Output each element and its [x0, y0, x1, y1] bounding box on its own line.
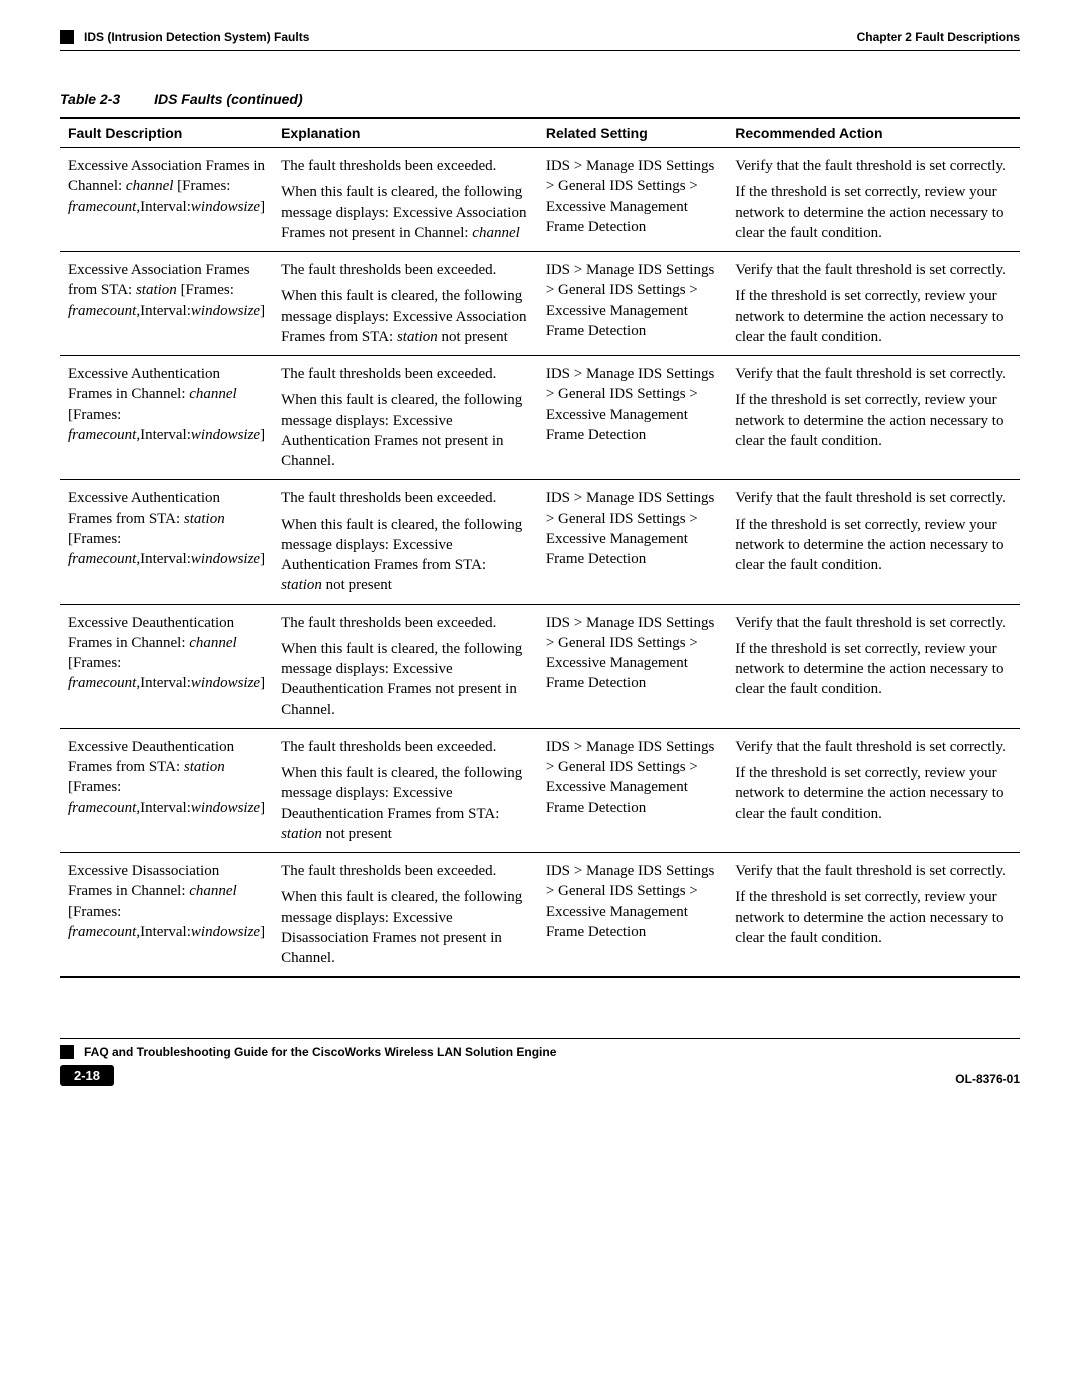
explanation-cell: The fault thresholds been exceeded. When …	[273, 252, 538, 356]
page-header: IDS (Intrusion Detection System) Faults …	[60, 30, 1020, 44]
explanation-cell: The fault thresholds been exceeded. When …	[273, 604, 538, 728]
recommended-p1: Verify that the fault threshold is set c…	[735, 737, 1012, 757]
table-row: Excessive Disassociation Frames in Chann…	[60, 853, 1020, 978]
explanation-p1: The fault thresholds been exceeded.	[281, 488, 530, 508]
explanation-p1: The fault thresholds been exceeded.	[281, 156, 530, 176]
recommended-p2: If the threshold is set correctly, revie…	[735, 763, 1012, 824]
col-header-fault: Fault Description	[60, 118, 273, 148]
explanation-cell: The fault thresholds been exceeded. When …	[273, 480, 538, 604]
explanation-cell: The fault thresholds been exceeded. When …	[273, 148, 538, 252]
explanation-p1: The fault thresholds been exceeded.	[281, 737, 530, 757]
related-setting-cell: IDS > Manage IDS Settings > General IDS …	[538, 252, 727, 356]
footer-title: FAQ and Troubleshooting Guide for the Ci…	[84, 1045, 556, 1059]
footer-rule	[60, 1038, 1020, 1039]
table-caption: Table 2-3 IDS Faults (continued)	[60, 91, 1020, 107]
table-row: Excessive Association Frames in Channel:…	[60, 148, 1020, 252]
table-row: Excessive Authentication Frames from STA…	[60, 480, 1020, 604]
table-body: Excessive Association Frames in Channel:…	[60, 148, 1020, 978]
footer-marker	[60, 1045, 74, 1059]
fault-description-cell: Excessive Deauthentication Frames from S…	[60, 728, 273, 852]
table-header-row: Fault Description Explanation Related Se…	[60, 118, 1020, 148]
fault-description-cell: Excessive Deauthentication Frames in Cha…	[60, 604, 273, 728]
doc-id: OL-8376-01	[955, 1072, 1020, 1086]
header-marker	[60, 30, 74, 44]
recommended-action-cell: Verify that the fault threshold is set c…	[727, 480, 1020, 604]
recommended-action-cell: Verify that the fault threshold is set c…	[727, 728, 1020, 852]
explanation-cell: The fault thresholds been exceeded. When …	[273, 853, 538, 978]
related-setting-cell: IDS > Manage IDS Settings > General IDS …	[538, 356, 727, 480]
recommended-p2: If the threshold is set correctly, revie…	[735, 390, 1012, 451]
explanation-p1: The fault thresholds been exceeded.	[281, 260, 530, 280]
col-header-related: Related Setting	[538, 118, 727, 148]
recommended-action-cell: Verify that the fault threshold is set c…	[727, 356, 1020, 480]
fault-description-cell: Excessive Disassociation Frames in Chann…	[60, 853, 273, 978]
explanation-p2: When this fault is cleared, the followin…	[281, 515, 530, 596]
col-header-recommended: Recommended Action	[727, 118, 1020, 148]
explanation-p1: The fault thresholds been exceeded.	[281, 861, 530, 881]
related-setting-cell: IDS > Manage IDS Settings > General IDS …	[538, 148, 727, 252]
recommended-p2: If the threshold is set correctly, revie…	[735, 639, 1012, 700]
header-rule	[60, 50, 1020, 51]
recommended-p2: If the threshold is set correctly, revie…	[735, 887, 1012, 948]
related-setting-cell: IDS > Manage IDS Settings > General IDS …	[538, 480, 727, 604]
recommended-action-cell: Verify that the fault threshold is set c…	[727, 252, 1020, 356]
fault-description-cell: Excessive Association Frames from STA: s…	[60, 252, 273, 356]
recommended-p2: If the threshold is set correctly, revie…	[735, 182, 1012, 243]
recommended-action-cell: Verify that the fault threshold is set c…	[727, 148, 1020, 252]
recommended-action-cell: Verify that the fault threshold is set c…	[727, 853, 1020, 978]
header-left-text: IDS (Intrusion Detection System) Faults	[84, 30, 309, 44]
explanation-p2: When this fault is cleared, the followin…	[281, 763, 530, 844]
explanation-p1: The fault thresholds been exceeded.	[281, 364, 530, 384]
related-setting-cell: IDS > Manage IDS Settings > General IDS …	[538, 853, 727, 978]
fault-description-cell: Excessive Association Frames in Channel:…	[60, 148, 273, 252]
related-setting-cell: IDS > Manage IDS Settings > General IDS …	[538, 728, 727, 852]
header-right-text: Chapter 2 Fault Descriptions	[857, 30, 1020, 44]
recommended-p1: Verify that the fault threshold is set c…	[735, 488, 1012, 508]
table-row: Excessive Association Frames from STA: s…	[60, 252, 1020, 356]
recommended-p1: Verify that the fault threshold is set c…	[735, 613, 1012, 633]
page-number-badge: 2-18	[60, 1065, 114, 1086]
table-row: Excessive Authentication Frames in Chann…	[60, 356, 1020, 480]
fault-description-cell: Excessive Authentication Frames in Chann…	[60, 356, 273, 480]
recommended-p1: Verify that the fault threshold is set c…	[735, 364, 1012, 384]
recommended-action-cell: Verify that the fault threshold is set c…	[727, 604, 1020, 728]
col-header-explanation: Explanation	[273, 118, 538, 148]
explanation-p2: When this fault is cleared, the followin…	[281, 182, 530, 243]
recommended-p1: Verify that the fault threshold is set c…	[735, 156, 1012, 176]
related-setting-cell: IDS > Manage IDS Settings > General IDS …	[538, 604, 727, 728]
recommended-p2: If the threshold is set correctly, revie…	[735, 286, 1012, 347]
explanation-p2: When this fault is cleared, the followin…	[281, 887, 530, 968]
explanation-cell: The fault thresholds been exceeded. When …	[273, 356, 538, 480]
table-name: IDS Faults (continued)	[154, 91, 303, 107]
table-row: Excessive Deauthentication Frames from S…	[60, 728, 1020, 852]
recommended-p1: Verify that the fault threshold is set c…	[735, 861, 1012, 881]
recommended-p1: Verify that the fault threshold is set c…	[735, 260, 1012, 280]
table-number: Table 2-3	[60, 91, 120, 107]
explanation-p2: When this fault is cleared, the followin…	[281, 286, 530, 347]
recommended-p2: If the threshold is set correctly, revie…	[735, 515, 1012, 576]
page-footer: FAQ and Troubleshooting Guide for the Ci…	[60, 1045, 1020, 1086]
explanation-p1: The fault thresholds been exceeded.	[281, 613, 530, 633]
explanation-p2: When this fault is cleared, the followin…	[281, 390, 530, 471]
explanation-p2: When this fault is cleared, the followin…	[281, 639, 530, 720]
fault-description-cell: Excessive Authentication Frames from STA…	[60, 480, 273, 604]
explanation-cell: The fault thresholds been exceeded. When …	[273, 728, 538, 852]
table-row: Excessive Deauthentication Frames in Cha…	[60, 604, 1020, 728]
ids-faults-table: Fault Description Explanation Related Se…	[60, 117, 1020, 978]
